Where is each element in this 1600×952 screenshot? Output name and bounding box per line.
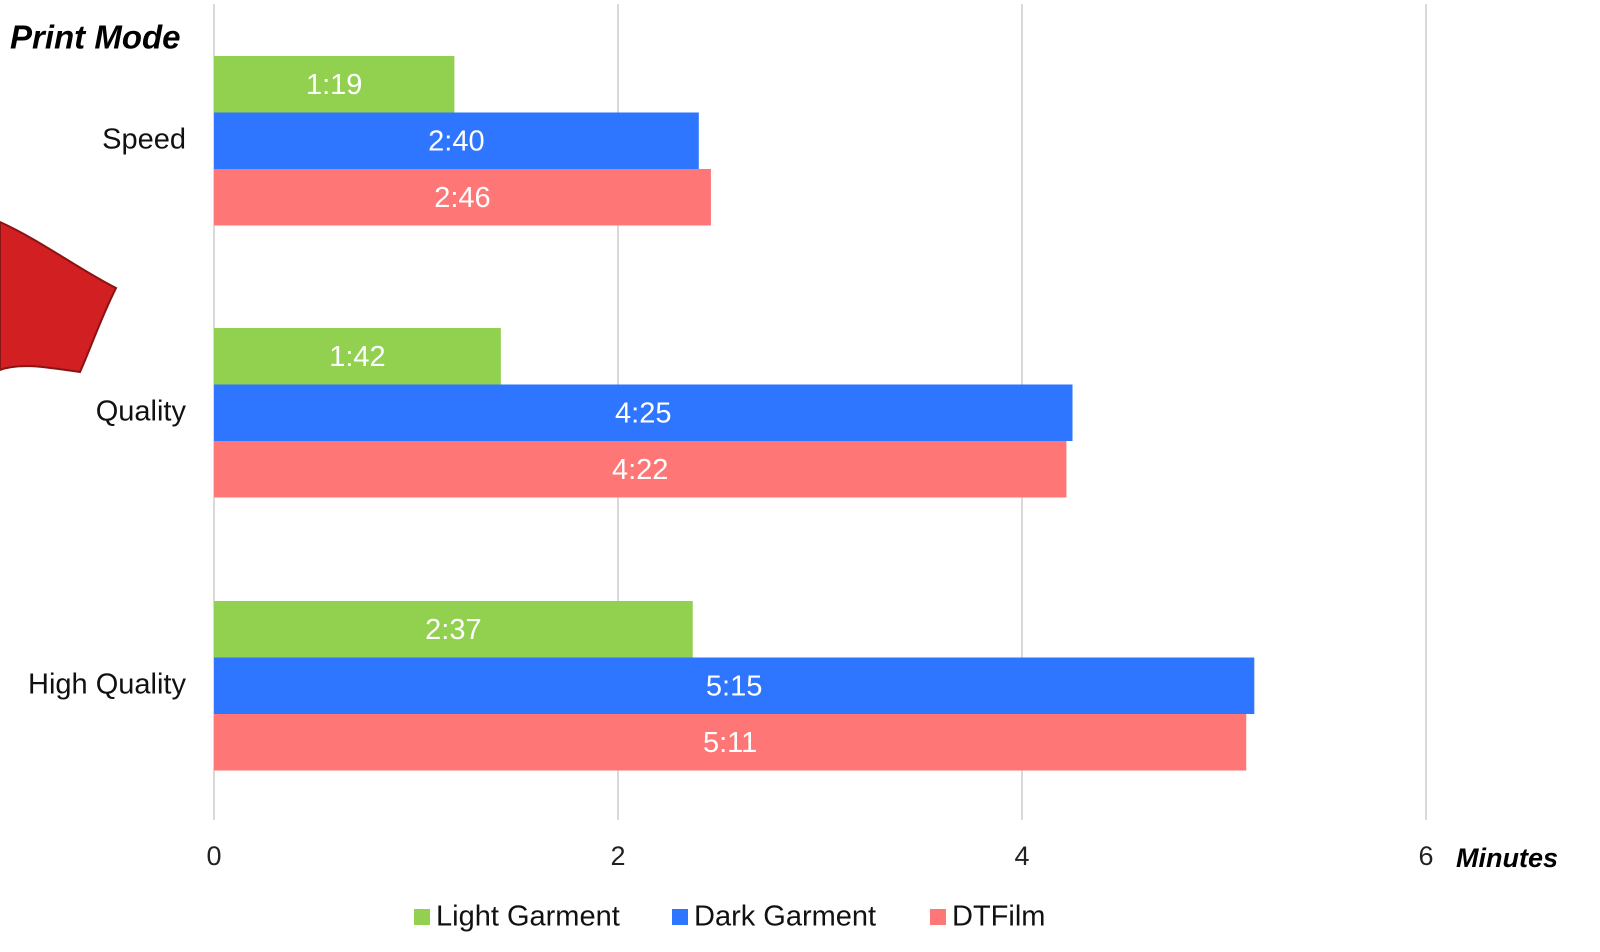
data-label: 1:19 bbox=[306, 69, 362, 101]
legend-swatch bbox=[414, 909, 430, 925]
legend-swatch bbox=[930, 909, 946, 925]
y-tick-label: High Quality bbox=[28, 668, 186, 700]
data-label: 2:46 bbox=[434, 182, 490, 214]
x-axis-title: Minutes bbox=[1456, 843, 1558, 873]
bar bbox=[214, 56, 455, 113]
x-tick-label: 0 bbox=[206, 841, 221, 871]
x-tick-label: 6 bbox=[1418, 841, 1433, 871]
data-label: 5:15 bbox=[706, 670, 762, 702]
y-axis-title: Print Mode bbox=[10, 19, 181, 56]
legend-swatch bbox=[672, 909, 688, 925]
x-tick-label: 4 bbox=[1014, 841, 1029, 871]
bar bbox=[214, 657, 1255, 714]
data-label: 1:42 bbox=[329, 341, 385, 373]
bar bbox=[214, 112, 699, 169]
legend-label: DTFilm bbox=[952, 901, 1045, 933]
bar bbox=[214, 169, 711, 226]
data-label: 2:37 bbox=[425, 614, 481, 646]
bar bbox=[214, 441, 1067, 498]
y-tick-label: Speed bbox=[102, 123, 186, 155]
bar bbox=[214, 601, 693, 658]
legend-label: Light Garment bbox=[436, 901, 620, 933]
data-label: 5:11 bbox=[703, 727, 757, 759]
x-tick-label: 2 bbox=[610, 841, 625, 871]
data-label: 4:25 bbox=[615, 397, 671, 429]
bar bbox=[214, 714, 1247, 771]
bar bbox=[214, 328, 501, 385]
data-label: 2:40 bbox=[428, 125, 484, 157]
y-tick-label: Quality bbox=[96, 395, 187, 427]
bar bbox=[214, 384, 1073, 441]
data-label: 4:22 bbox=[612, 454, 668, 486]
decoration bbox=[0, 220, 118, 374]
legend-label: Dark Garment bbox=[694, 901, 876, 933]
